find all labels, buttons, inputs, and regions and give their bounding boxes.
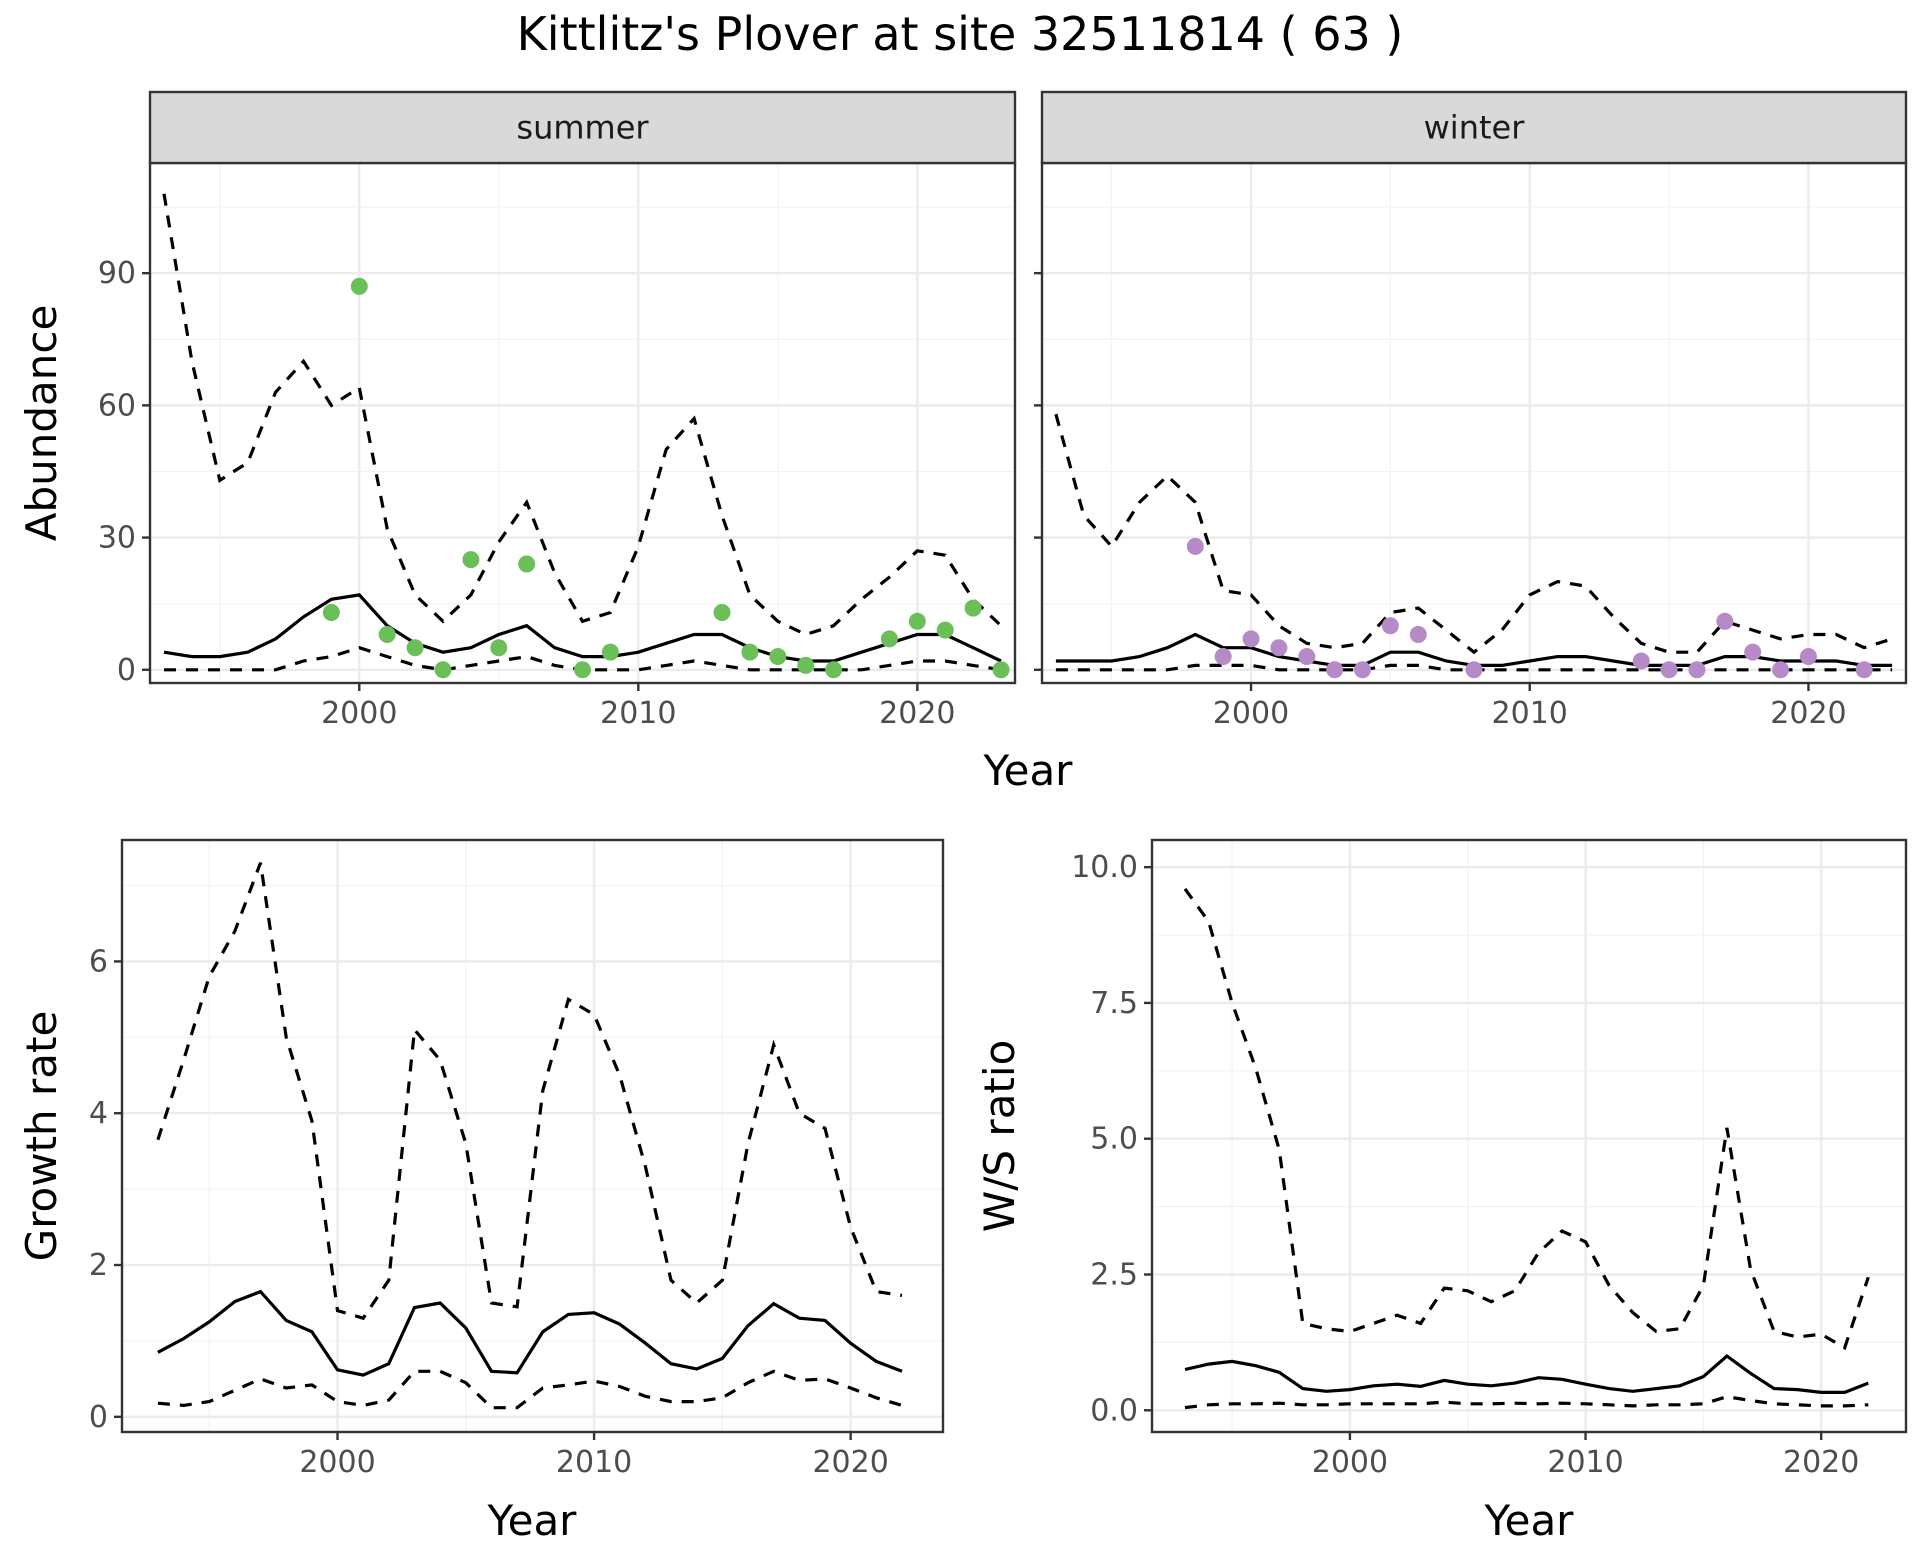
observation-point [1716, 612, 1734, 630]
x-tick-label: 2010 [600, 696, 676, 731]
observation-point [1744, 643, 1762, 661]
facet-label: winter [1424, 109, 1526, 147]
observation-point [797, 656, 815, 674]
y-tick-label: 10.0 [1071, 850, 1138, 885]
y-tick-label: 60 [98, 388, 136, 423]
series-line-lower [157, 1369, 903, 1410]
panel-growth_rate: 2000 2010 2020 0 2 4 6 Growth rate Year [17, 838, 945, 1545]
observation-point [964, 599, 982, 617]
observation-point [518, 555, 536, 573]
observation-point [462, 551, 480, 569]
series-line-mean [1184, 1353, 1869, 1395]
panel-border [148, 161, 1017, 685]
x-tick-label: 2000 [321, 696, 397, 731]
observation-point [1772, 661, 1790, 679]
observation-point [378, 626, 396, 644]
x-tick-label: 2000 [1213, 696, 1289, 731]
observation-point [908, 612, 926, 630]
x-tick-label: 2000 [299, 1445, 375, 1480]
y-axis-title: Abundance [17, 305, 66, 542]
x-tick-label: 2010 [1492, 696, 1568, 731]
series-line-mean [1055, 632, 1893, 668]
observation-point [406, 639, 424, 657]
facet-strip [148, 90, 1017, 165]
series-line-mean [163, 593, 1002, 663]
y-tick-label: 0 [89, 1400, 108, 1435]
observation-point [741, 643, 759, 661]
panel-border [120, 838, 945, 1434]
observation-point [936, 621, 954, 639]
series-line-upper [1183, 887, 1870, 1351]
observation-point [1688, 661, 1706, 679]
panel-ws_ratio: 2000 2010 2020 0.0 2.5 5.0 7.5 10.0 W/S ratio Yea… [975, 838, 1908, 1545]
observation-point [1632, 652, 1650, 670]
observation-point [490, 639, 508, 657]
x-axis-title: Year [1484, 1496, 1575, 1545]
y-tick-label: 4 [89, 1096, 108, 1131]
observation-point [1855, 661, 1873, 679]
observation-point [1326, 661, 1344, 679]
observation-point [769, 648, 787, 666]
series-line-mean [157, 1289, 903, 1377]
x-tick-label: 2000 [1312, 1445, 1388, 1480]
observation-point [1242, 630, 1260, 648]
y-tick-label: 7.5 [1090, 986, 1138, 1021]
observation-point [574, 661, 591, 679]
facet-label: summer [516, 109, 649, 147]
panel-abundance_winter: winter 2000 2010 2020 [1034, 90, 1908, 731]
x-axis-title-shared: Year [983, 746, 1074, 795]
observation-point [1354, 661, 1372, 679]
observation-point [1381, 617, 1399, 635]
observation-point [350, 277, 368, 295]
chart-title: Kittlitz's Plover at site 32511814 ( 63 … [517, 7, 1404, 61]
x-axis-title: Year [487, 1496, 578, 1545]
observation-point [1660, 661, 1678, 679]
panel-border [1040, 161, 1908, 685]
y-tick-label: 6 [89, 944, 108, 979]
y-tick-label: 90 [98, 256, 136, 291]
x-tick-label: 2020 [879, 696, 955, 731]
observation-point [322, 603, 340, 621]
x-tick-label: 2010 [1547, 1445, 1623, 1480]
observation-point [713, 603, 731, 621]
y-tick-label: 0.0 [1090, 1393, 1138, 1428]
x-tick-label: 2020 [1770, 696, 1846, 731]
observation-point [1465, 661, 1483, 679]
observation-point [1298, 648, 1316, 666]
y-tick-label: 0 [117, 653, 136, 688]
observation-point [992, 661, 1010, 679]
series-line-upper [1054, 413, 1893, 655]
observation-point [434, 661, 452, 679]
observation-point [1214, 648, 1232, 666]
observation-point [601, 643, 619, 661]
y-axis-title: Growth rate [17, 1011, 66, 1262]
observation-point [1799, 648, 1817, 666]
observation-point [1186, 537, 1204, 555]
y-tick-label: 5.0 [1090, 1122, 1138, 1157]
y-tick-label: 30 [98, 521, 136, 556]
observation-point [1270, 639, 1288, 657]
series-line-upper [156, 862, 903, 1321]
observation-point [825, 661, 843, 679]
series-line-lower [1184, 1395, 1869, 1410]
observation-point [880, 630, 898, 648]
y-tick-label: 2.5 [1090, 1257, 1138, 1292]
observation-point [1409, 626, 1427, 644]
y-tick-label: 2 [89, 1248, 108, 1283]
y-axis-title: W/S ratio [975, 1040, 1024, 1233]
panel-abundance_summer: summer 2000 2010 2020 0 30 60 90 Abundance [17, 90, 1017, 731]
x-tick-label: 2010 [556, 1445, 632, 1480]
x-tick-label: 2020 [812, 1445, 888, 1480]
series-line-upper [162, 193, 1003, 637]
x-tick-label: 2020 [1783, 1445, 1859, 1480]
facet-strip [1040, 90, 1908, 165]
panel-border [1150, 838, 1908, 1434]
